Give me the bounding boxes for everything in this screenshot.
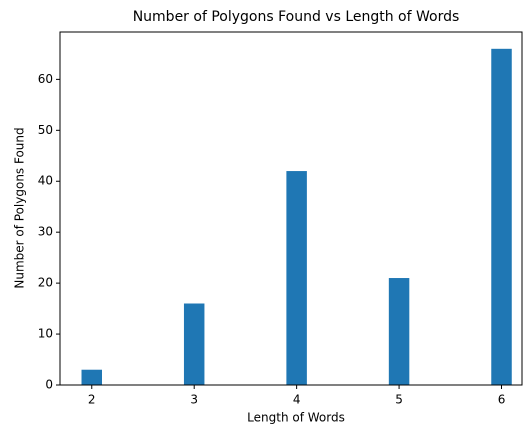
- bar: [491, 48, 512, 386]
- x-axis-label: Length of Words: [247, 411, 345, 425]
- y-tick-label: 10: [38, 327, 53, 341]
- bar: [183, 303, 205, 385]
- chart-title: Number of Polygons Found vs Length of Wo…: [133, 9, 460, 25]
- y-tick-label: 60: [38, 72, 53, 86]
- bar: [81, 369, 102, 385]
- x-tick-label: 2: [88, 393, 96, 407]
- x-tick-label: 5: [395, 393, 403, 407]
- y-tick-label: 0: [45, 378, 53, 392]
- y-tick-label: 30: [38, 225, 53, 239]
- x-tick-label: 4: [293, 393, 301, 407]
- y-tick-label: 50: [38, 123, 53, 137]
- bar: [286, 171, 307, 385]
- x-tick-label: 6: [498, 393, 506, 407]
- x-tick-label: 3: [190, 393, 198, 407]
- y-tick-label: 20: [38, 276, 53, 290]
- y-tick-label: 40: [38, 174, 53, 188]
- bar: [388, 278, 410, 385]
- y-axis-label: Number of Polygons Found: [13, 127, 27, 288]
- plot-frame: [59, 31, 523, 386]
